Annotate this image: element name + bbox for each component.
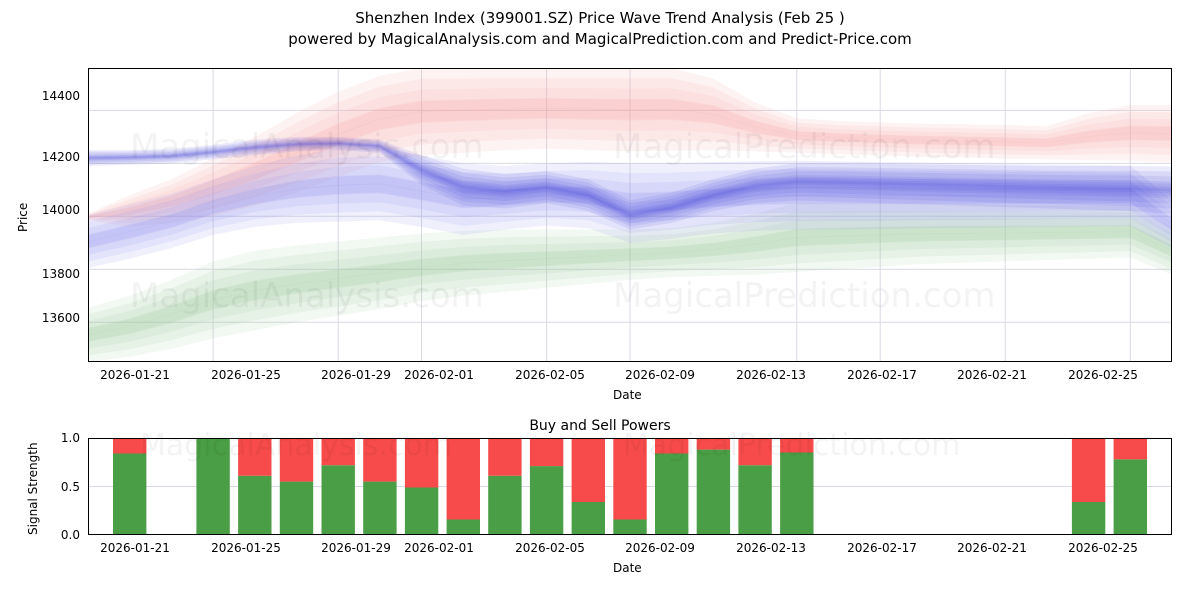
price-xtick-9: 2026-02-25 (1068, 368, 1138, 382)
price-ytick-13600: 13600 (41, 311, 80, 325)
price-wave-svg (88, 68, 1172, 362)
signal-ytick-0: 0.0 (60, 528, 80, 542)
price-xtick-4: 2026-02-05 (515, 368, 585, 382)
price-xtick-0: 2026-01-21 (100, 368, 170, 382)
signal-xtick-6: 2026-02-13 (736, 541, 806, 555)
signal-yaxis-label: Signal Strength (26, 442, 40, 535)
signal-xtick-9: 2026-02-25 (1068, 541, 1138, 555)
signal-xtick-8: 2026-02-21 (957, 541, 1027, 555)
price-ytick-14200: 14200 (41, 150, 80, 164)
signal-ytick-1: 1.0 (60, 431, 80, 445)
signal-xtick-4: 2026-02-05 (515, 541, 585, 555)
price-xtick-2: 2026-01-29 (321, 368, 391, 382)
price-wave-plot (88, 68, 1172, 362)
price-ytick-13800: 13800 (41, 267, 80, 281)
buy-sell-powers-plot (88, 438, 1172, 535)
price-xtick-5: 2026-02-09 (625, 368, 695, 382)
signal-xtick-5: 2026-02-09 (625, 541, 695, 555)
price-xtick-6: 2026-02-13 (736, 368, 806, 382)
price-xtick-8: 2026-02-21 (957, 368, 1027, 382)
price-xaxis-label: Date (613, 388, 642, 402)
signal-plot-title: Buy and Sell Powers (529, 418, 671, 434)
price-yaxis-label: Price (16, 202, 30, 232)
signal-xaxis-label: Date (613, 561, 642, 575)
chart-title-block: Shenzhen Index (399001.SZ) Price Wave Tr… (0, 8, 1200, 50)
page-title: Shenzhen Index (399001.SZ) Price Wave Tr… (355, 9, 845, 27)
signal-xtick-0: 2026-01-21 (100, 541, 170, 555)
price-xtick-1: 2026-01-25 (211, 368, 281, 382)
page-subtitle: powered by MagicalAnalysis.com and Magic… (288, 30, 912, 48)
signal-xtick-3: 2026-02-01 (404, 541, 474, 555)
signal-xtick-2: 2026-01-29 (321, 541, 391, 555)
price-ytick-14000: 14000 (41, 203, 80, 217)
price-xtick-3: 2026-02-01 (404, 368, 474, 382)
signal-xtick-1: 2026-01-25 (211, 541, 281, 555)
buy-sell-powers-svg (88, 438, 1172, 535)
price-ytick-14400: 14400 (41, 89, 80, 103)
signal-xtick-7: 2026-02-17 (847, 541, 917, 555)
price-xtick-7: 2026-02-17 (847, 368, 917, 382)
signal-ytick-05: 0.5 (60, 480, 80, 494)
